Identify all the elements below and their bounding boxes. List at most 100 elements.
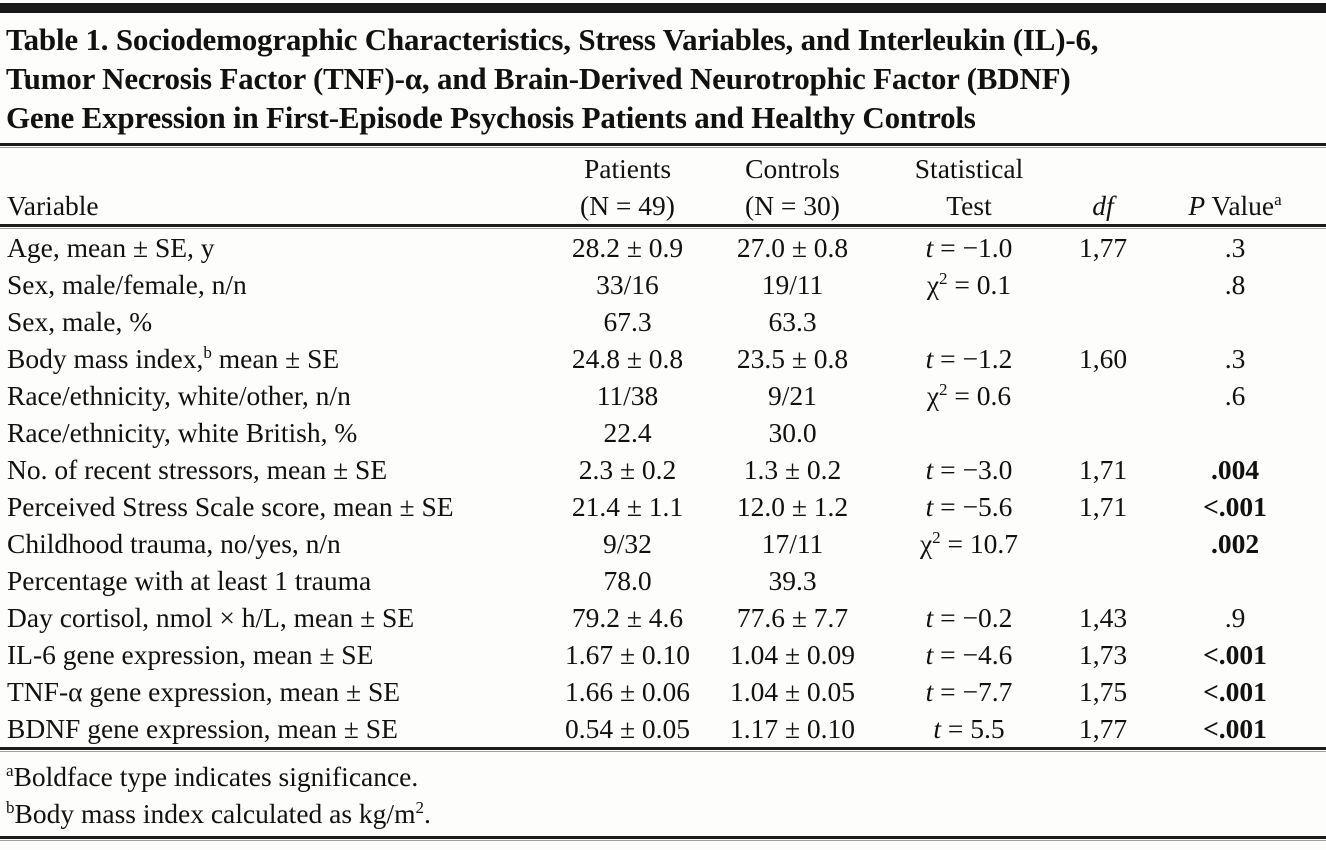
df-value xyxy=(1058,377,1148,414)
table-row: Race/ethnicity, white/other, n/n 11/38 9/2… xyxy=(0,377,1326,414)
header-row-2: Variable (N = 49) (N = 30) Test df P Val… xyxy=(0,187,1326,224)
df-value xyxy=(1058,266,1148,303)
df-value: 1,71 xyxy=(1078,491,1128,522)
controls-value: 1.04 ± 0.05 xyxy=(729,676,856,707)
stat-test-value: χ2 = 10.7 xyxy=(919,527,1019,559)
table-row: Age, mean ± SE, y 28.2 ± 0.9 27.0 ± 0.8 t =… xyxy=(0,229,1326,266)
p-value: <.001 xyxy=(1203,713,1267,744)
stat-test-value: t = −7.7 xyxy=(925,676,1013,707)
header-spacer xyxy=(0,150,550,187)
p-value: .004 xyxy=(1210,454,1260,485)
controls-value: 12.0 ± 1.2 xyxy=(736,491,849,522)
cell-variable: Percentage with at least 1 trauma xyxy=(7,565,372,596)
footnote-a: aBoldface type indicates significance. xyxy=(6,760,419,792)
patients-value: 28.2 ± 0.9 xyxy=(571,232,684,263)
header-n-patients: (N = 49) xyxy=(580,190,675,221)
df-value xyxy=(1058,303,1148,340)
stat-test-value: t = −0.2 xyxy=(925,602,1013,633)
table-title: Table 1. Sociodemographic Characteristic… xyxy=(6,20,1326,137)
table-title-line-3: Gene Expression in First-Episode Psychos… xyxy=(6,100,976,135)
patients-value: 21.4 ± 1.1 xyxy=(571,491,684,522)
header-n-controls: (N = 30) xyxy=(745,190,840,221)
stat-test-value: χ2 = 0.6 xyxy=(926,379,1012,411)
controls-value: 30.0 xyxy=(768,417,817,448)
cell-variable: TNF-α gene expression, mean ± SE xyxy=(7,676,401,707)
cell-variable: BDNF gene expression, mean ± SE xyxy=(7,713,398,744)
cell-variable: Sex, male/female, n/n xyxy=(7,269,247,300)
body-footer-rule xyxy=(0,747,1326,752)
header-rule xyxy=(0,224,1326,229)
header-spacer xyxy=(1148,150,1326,187)
p-value: .9 xyxy=(1224,602,1246,633)
p-value: <.001 xyxy=(1203,676,1267,707)
stat-test-value xyxy=(880,414,1058,451)
patients-value: 67.3 xyxy=(603,306,652,337)
table-row: Race/ethnicity, white British, % 22.4 30.0 xyxy=(0,414,1326,451)
table-row: TNF-α gene expression, mean ± SE 1.66 ± 0… xyxy=(0,673,1326,710)
table-row: Day cortisol, nmol × h/L, mean ± SE 79.2 … xyxy=(0,599,1326,636)
header-patients: Patients xyxy=(583,153,672,184)
stat-test-value xyxy=(880,303,1058,340)
footnotes: aBoldface type indicates significance. b… xyxy=(6,758,1326,832)
df-value: 1,77 xyxy=(1078,713,1128,744)
controls-value: 63.3 xyxy=(768,306,817,337)
patients-value: 24.8 ± 0.8 xyxy=(571,343,684,374)
table1: Patients Controls Statistical Variable (… xyxy=(0,150,1326,747)
p-value: .3 xyxy=(1224,343,1246,374)
stat-test-value xyxy=(880,562,1058,599)
df-value: 1,43 xyxy=(1078,602,1128,633)
table-body: Age, mean ± SE, y 28.2 ± 0.9 27.0 ± 0.8 t =… xyxy=(0,229,1326,747)
header-row-1: Patients Controls Statistical xyxy=(0,150,1326,187)
df-value: 1,71 xyxy=(1078,454,1128,485)
stat-test-value: t = 5.5 xyxy=(933,713,1005,744)
stat-test-value: t = −4.6 xyxy=(925,639,1013,670)
controls-value: 27.0 ± 0.8 xyxy=(736,232,849,263)
df-value xyxy=(1058,414,1148,451)
top-rule-bar xyxy=(0,3,1326,13)
stat-test-value: t = −3.0 xyxy=(925,454,1013,485)
table-row: No. of recent stressors, mean ± SE 2.3 ± … xyxy=(0,451,1326,488)
p-value: .3 xyxy=(1224,232,1246,263)
patients-value: 11/38 xyxy=(596,380,659,411)
patients-value: 33/16 xyxy=(596,269,659,300)
controls-value: 19/11 xyxy=(761,269,824,300)
table-title-line-1: Table 1. Sociodemographic Characteristic… xyxy=(6,22,1099,57)
p-value: <.001 xyxy=(1203,639,1267,670)
patients-value: 1.66 ± 0.06 xyxy=(564,676,691,707)
table-header: Patients Controls Statistical Variable (… xyxy=(0,150,1326,224)
patients-value: 0.54 ± 0.05 xyxy=(564,713,691,744)
patients-value: 79.2 ± 4.6 xyxy=(571,602,684,633)
stat-test-value: χ2 = 0.1 xyxy=(926,268,1012,300)
patients-value: 78.0 xyxy=(603,565,652,596)
controls-value: 1.3 ± 0.2 xyxy=(743,454,842,485)
p-value: <.001 xyxy=(1203,491,1267,522)
controls-value: 1.17 ± 0.10 xyxy=(729,713,856,744)
df-value xyxy=(1058,525,1148,562)
table-row: Percentage with at least 1 trauma 78.0 39.… xyxy=(0,562,1326,599)
controls-value: 17/11 xyxy=(761,528,824,559)
bottom-rule xyxy=(0,836,1326,841)
header-rule-row xyxy=(0,224,1326,229)
stat-test-value: t = −5.6 xyxy=(925,491,1013,522)
p-value: .002 xyxy=(1210,528,1260,559)
cell-variable: Day cortisol, nmol × h/L, mean ± SE xyxy=(7,602,415,633)
header-p-value: P Valuea xyxy=(1188,189,1282,221)
table-title-line-2: Tumor Necrosis Factor (TNF)-α, and Brain… xyxy=(6,61,1071,96)
p-value: .6 xyxy=(1224,380,1246,411)
controls-value: 23.5 ± 0.8 xyxy=(736,343,849,374)
cell-variable: IL-6 gene expression, mean ± SE xyxy=(7,639,374,670)
stat-test-value: t = −1.0 xyxy=(925,232,1013,263)
cell-variable: Age, mean ± SE, y xyxy=(7,232,215,263)
df-value: 1,77 xyxy=(1078,232,1128,263)
df-value xyxy=(1058,562,1148,599)
stat-test-value: t = −1.2 xyxy=(925,343,1013,374)
controls-value: 1.04 ± 0.09 xyxy=(729,639,856,670)
controls-value: 39.3 xyxy=(768,565,817,596)
table-row: IL-6 gene expression, mean ± SE 1.67 ± 0.… xyxy=(0,636,1326,673)
df-value: 1,60 xyxy=(1078,343,1128,374)
header-spacer xyxy=(1058,150,1148,187)
header-test: Test xyxy=(946,190,992,221)
p-value xyxy=(1148,562,1326,599)
patients-value: 9/32 xyxy=(603,528,652,559)
